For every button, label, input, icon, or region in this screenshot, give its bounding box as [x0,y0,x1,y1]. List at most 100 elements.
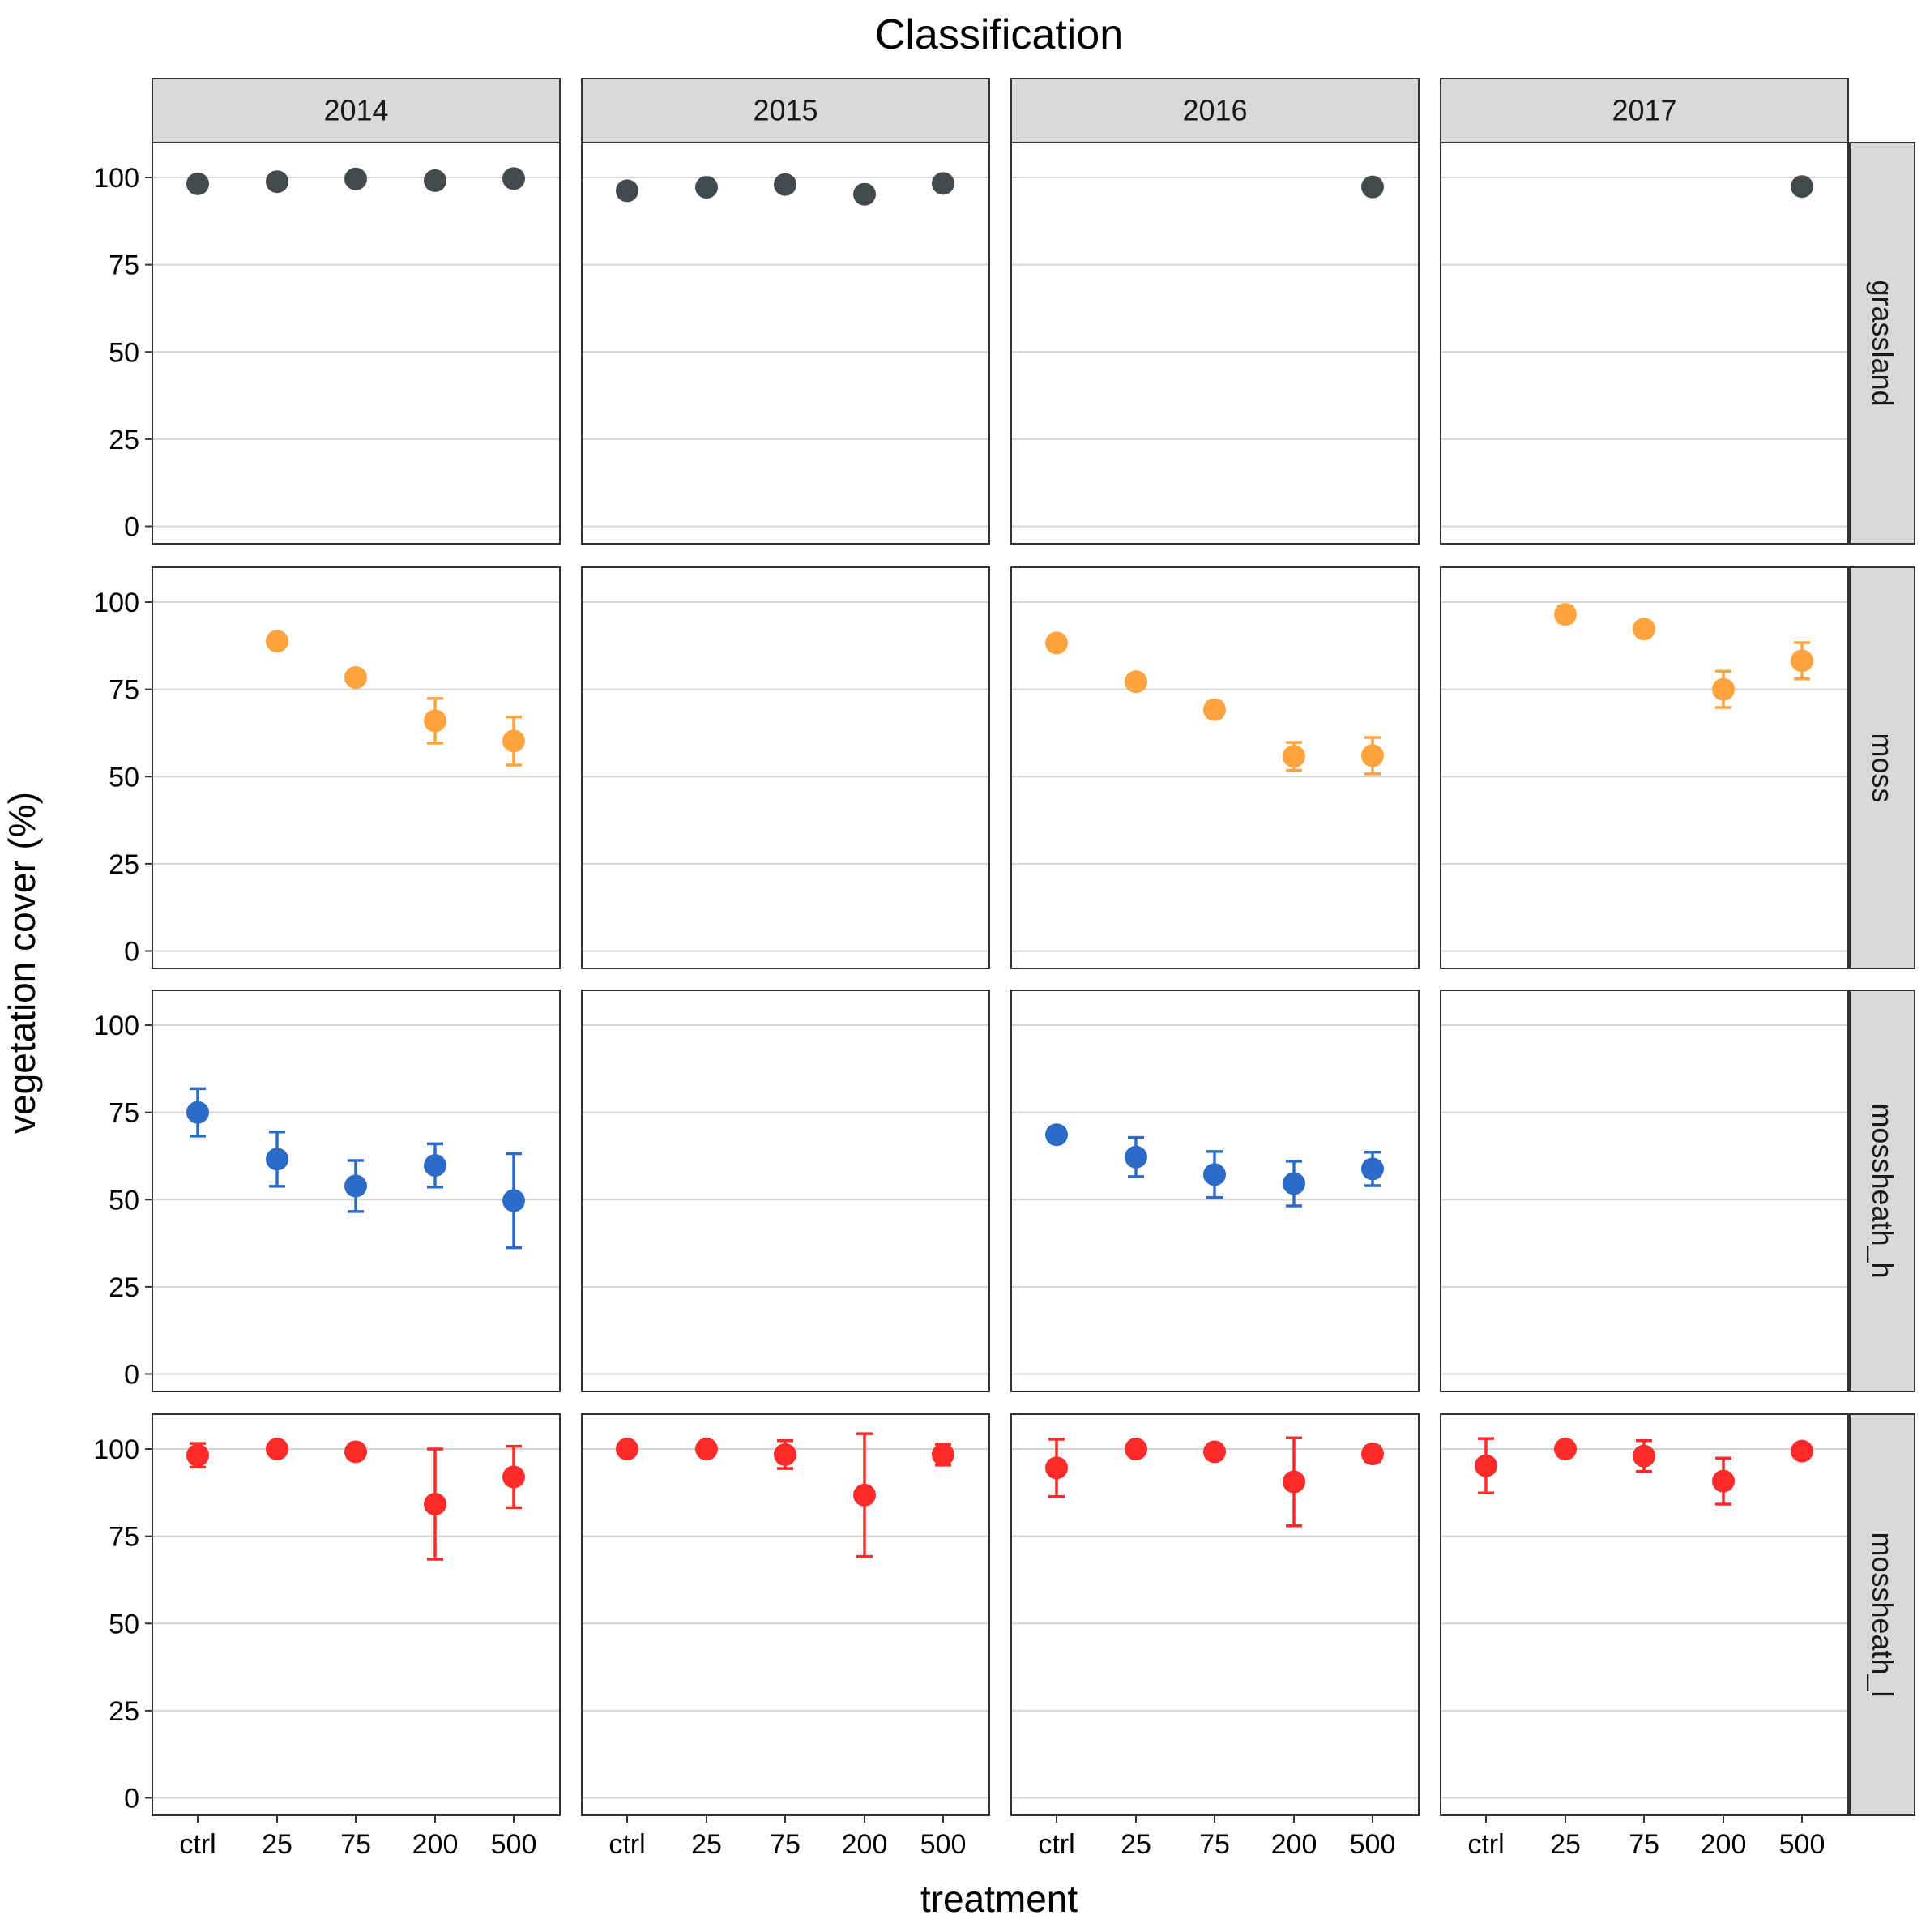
column-strip-2014 [152,78,561,143]
panel-border [581,566,990,969]
data-point-mossheath_l-2014-ctrl [186,1443,209,1467]
data-point-moss-2014-200 [424,709,446,733]
data-point-grassland-2017-500 [1791,175,1813,199]
y-tick-label: 0 [124,936,139,967]
panel-mossheath_h-2015 [581,990,990,1392]
panel-border [581,990,990,1392]
data-point-mossheath_l-2017-200 [1712,1469,1735,1493]
data-point-mossheath_h-2014-ctrl [186,1101,209,1124]
y-tick-label: 50 [109,1185,139,1216]
data-point-grassland-2014-75 [344,167,367,190]
x-tick-label: 25 [691,1829,722,1860]
facet-grid: 2014 2015 2016 2017 grassland moss mossheath_h… [93,78,1915,1860]
row-strip-label-moss: moss [1866,733,1899,802]
column-strip-label-2014: 2014 [323,94,388,127]
x-tick-label: 75 [1629,1829,1659,1860]
column-strip-2015 [581,78,990,143]
chart-title: Classification [875,11,1123,58]
panel-border [152,566,561,969]
panel-moss-2016 [1010,566,1420,969]
x-tick-label: ctrl [1038,1829,1074,1860]
data-point-mossheath_l-2014-200 [424,1493,446,1516]
data-point-grassland-2015-25 [695,176,718,199]
data-point-mossheath_l-2015-25 [695,1438,718,1461]
x-tick-label: 200 [1271,1829,1317,1860]
data-point-moss-2017-500 [1791,649,1813,673]
data-point-moss-2017-25 [1554,603,1577,626]
y-tick-label: 50 [109,762,139,793]
x-tick-label: 25 [1550,1829,1581,1860]
panel-border [152,990,561,1392]
data-point-mossheath_h-2014-75 [344,1174,367,1198]
y-tick-label: 75 [109,675,139,706]
panel-moss-2014 [152,566,561,969]
row-strip-label-grassland: grassland [1866,280,1899,406]
x-tick-label: 75 [340,1829,371,1860]
column-strip-label-2017: 2017 [1612,94,1676,127]
x-tick-label: 75 [770,1829,801,1860]
y-tick-label: 25 [109,1696,139,1727]
panel-border [1010,142,1420,545]
data-point-grassland-2015-500 [932,172,954,195]
data-point-mossheath_h-2014-200 [424,1154,446,1178]
panel-border [581,1413,990,1816]
y-tick-label: 75 [109,1522,139,1553]
data-point-mossheath_l-2017-25 [1554,1438,1577,1461]
panel-grassland-2014 [152,142,561,545]
y-tick-label: 100 [93,588,139,618]
panel-border [1440,1413,1849,1816]
data-point-moss-2016-200 [1283,745,1305,768]
data-point-mossheath_l-2017-ctrl [1475,1454,1497,1477]
y-tick-label: 0 [124,511,139,542]
data-point-mossheath_h-2016-ctrl [1045,1123,1068,1147]
panel-grassland-2016 [1010,142,1420,545]
data-point-mossheath_l-2014-75 [344,1440,367,1464]
x-tick-label: 200 [412,1829,459,1860]
x-tick-label: 200 [842,1829,888,1860]
y-tick-label: 75 [109,250,139,281]
panel-moss-2017 [1440,566,1849,969]
data-point-mossheath_h-2016-75 [1203,1163,1226,1186]
row-strip-label-mossheath_h: mossheath_h [1866,1103,1899,1278]
panel-grassland-2015 [581,142,990,545]
data-point-grassland-2015-200 [853,182,876,206]
data-point-mossheath_h-2014-500 [502,1189,525,1212]
panel-mossheath_l-2017 [1440,1413,1849,1816]
data-point-grassland-2015-75 [774,173,796,196]
data-point-mossheath_l-2016-75 [1203,1440,1226,1464]
column-strip-label-2015: 2015 [753,94,818,127]
x-tick-label: 500 [920,1829,967,1860]
y-tick-label: 25 [109,425,139,455]
panel-mossheath_l-2015 [581,1413,990,1816]
data-point-mossheath_l-2016-25 [1125,1438,1147,1461]
data-point-grassland-2014-200 [424,169,446,192]
data-point-moss-2016-25 [1125,670,1147,694]
y-tick-label: 0 [124,1359,139,1390]
data-point-grassland-2016-500 [1361,175,1384,199]
x-tick-label: 200 [1701,1829,1747,1860]
data-point-mossheath_l-2016-200 [1283,1470,1305,1494]
data-point-moss-2014-500 [502,729,525,753]
x-tick-label: 75 [1199,1829,1230,1860]
y-tick-label: 100 [93,1434,139,1465]
panel-border [581,142,990,545]
column-strip-2016 [1010,78,1420,143]
data-point-mossheath_l-2015-ctrl [616,1438,638,1461]
row-strip-moss [1849,566,1915,969]
row-strip-label-mossheath_l: mossheath_l [1866,1532,1899,1697]
data-point-mossheath_l-2014-500 [502,1465,525,1489]
panel-border [1440,566,1849,969]
data-point-mossheath_h-2016-200 [1283,1172,1305,1195]
panel-mossheath_l-2014 [152,1413,561,1816]
data-point-moss-2014-25 [266,630,288,653]
data-point-moss-2016-500 [1361,744,1384,767]
data-point-grassland-2014-25 [266,170,288,194]
data-point-mossheath_l-2015-200 [853,1483,876,1507]
x-tick-label: ctrl [1467,1829,1504,1860]
row-strip-mossheath_h [1849,990,1915,1392]
data-point-mossheath_h-2016-25 [1125,1145,1147,1169]
data-point-mossheath_l-2016-ctrl [1045,1456,1068,1480]
y-tick-label: 100 [93,1011,139,1041]
